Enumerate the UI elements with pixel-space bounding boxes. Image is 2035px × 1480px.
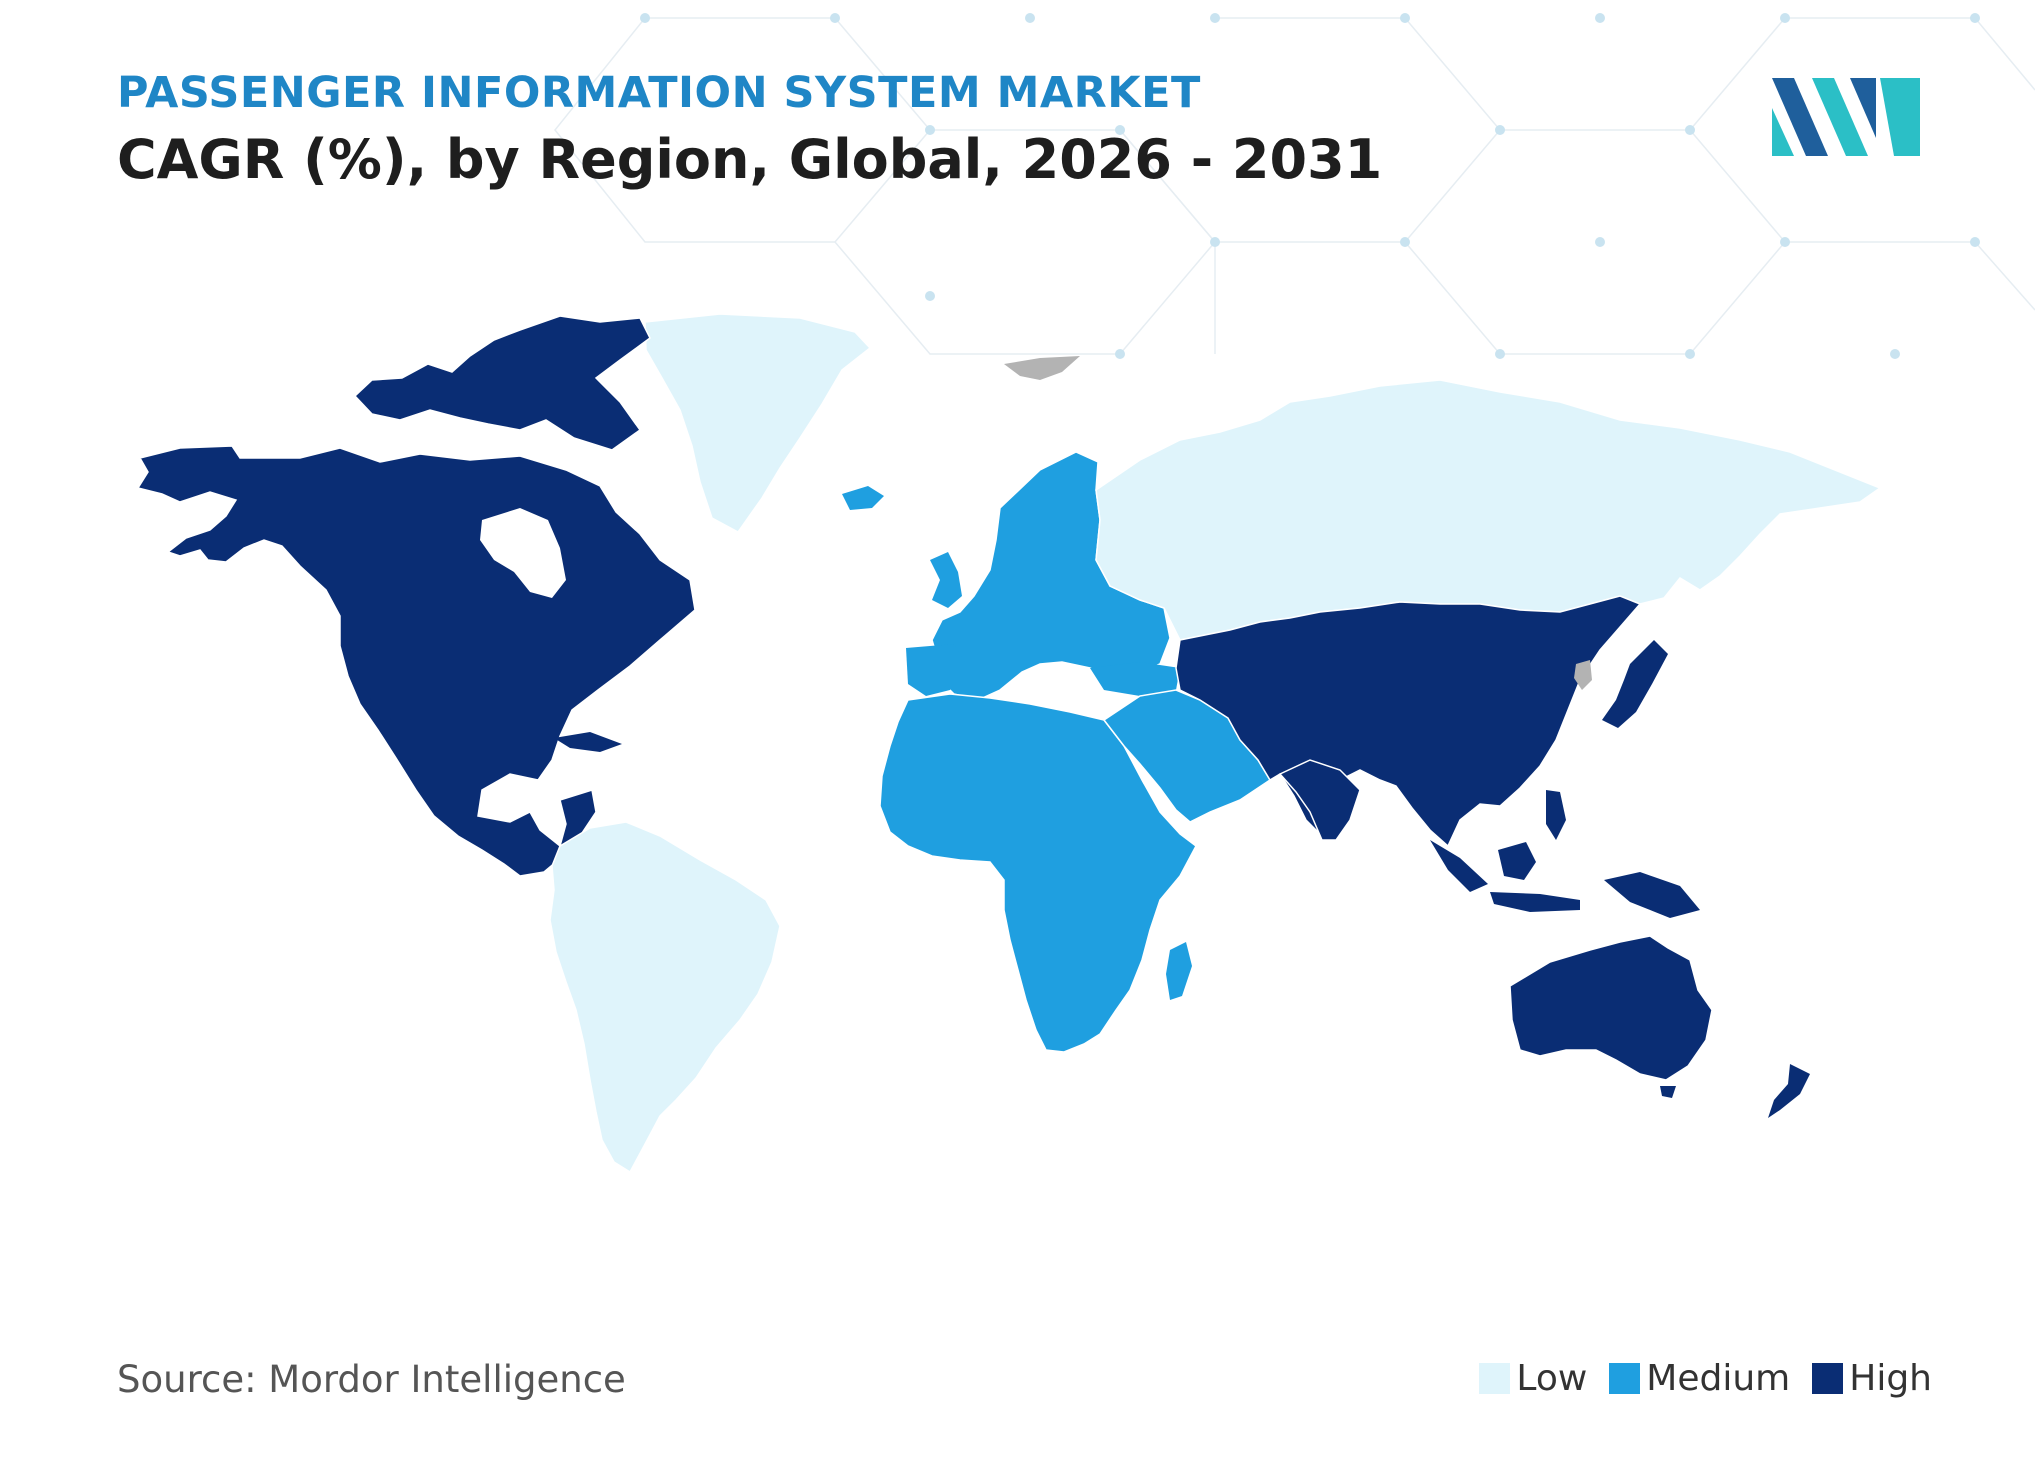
- region-russia: [1095, 379, 1882, 641]
- region-svalbard: [1004, 356, 1080, 380]
- region-cuba: [554, 732, 622, 752]
- map-legend: Low Medium High: [1457, 1358, 1932, 1399]
- region-philippines: [1546, 790, 1566, 840]
- legend-label-high: High: [1849, 1358, 1932, 1399]
- region-india: [1278, 759, 1361, 841]
- legend-item-medium: Medium: [1609, 1358, 1790, 1399]
- region-north-america: [136, 445, 696, 877]
- legend-label-medium: Medium: [1646, 1358, 1791, 1399]
- region-japan: [1602, 640, 1668, 728]
- region-new-zealand: [1768, 1064, 1810, 1118]
- region-canadian-arctic: [353, 315, 651, 451]
- legend-swatch-high: [1812, 1363, 1844, 1394]
- region-greenland: [644, 313, 872, 533]
- legend-swatch-medium: [1609, 1363, 1641, 1394]
- region-turkey: [1090, 662, 1180, 696]
- region-korea: [1574, 660, 1592, 690]
- source-note: Source: Mordor Intelligence: [117, 1358, 626, 1401]
- region-madagascar: [1166, 942, 1192, 1000]
- region-south-america: [549, 821, 781, 1174]
- legend-item-low: Low: [1479, 1358, 1587, 1399]
- region-asia: [1175, 595, 1642, 848]
- region-hudson-bay: [480, 508, 566, 598]
- chart-subtitle: PASSENGER INFORMATION SYSTEM MARKET: [117, 68, 1201, 118]
- region-indonesia: [1430, 840, 1488, 892]
- legend-label-low: Low: [1516, 1358, 1588, 1399]
- region-middle-east: [1102, 689, 1272, 823]
- region-iberia: [906, 644, 966, 696]
- chart-title: CAGR (%), by Region, Global, 2026 - 2031: [117, 128, 1383, 191]
- mordor-intelligence-logo: [1772, 78, 1920, 156]
- region-australia: [1509, 935, 1713, 1081]
- region-tasmania: [1660, 1086, 1676, 1098]
- region-uk: [930, 552, 962, 608]
- region-borneo: [1498, 842, 1536, 880]
- legend-item-high: High: [1812, 1358, 1932, 1399]
- region-new-guinea: [1604, 872, 1700, 918]
- legend-swatch-low: [1479, 1363, 1511, 1394]
- region-iceland: [842, 486, 884, 510]
- region-indonesia-east: [1490, 892, 1580, 912]
- chart-header: PASSENGER INFORMATION SYSTEM MARKET CAGR…: [117, 72, 1382, 187]
